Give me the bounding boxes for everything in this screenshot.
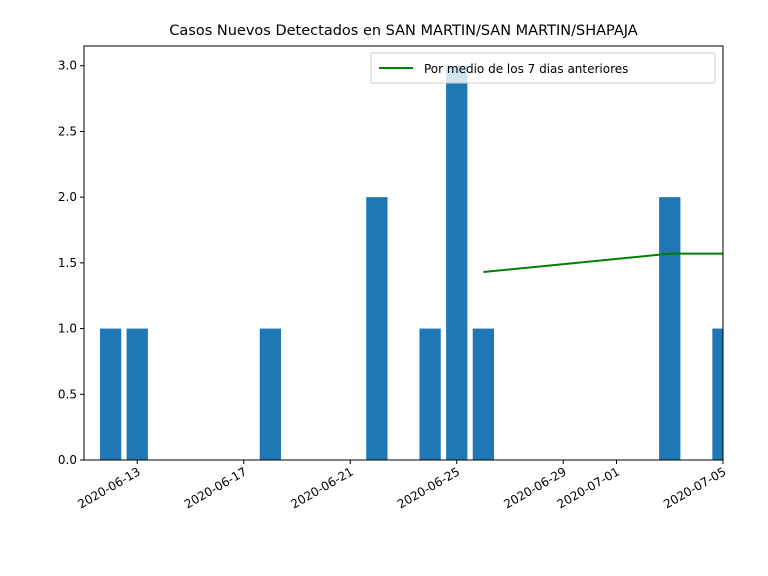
x-tick-label: 2020-06-13 bbox=[75, 464, 142, 511]
bar-2020-07-03 bbox=[659, 197, 681, 460]
average-line bbox=[483, 252, 723, 274]
y-tick-label: 1.5 bbox=[58, 256, 77, 270]
y-tick-label: 0.0 bbox=[58, 453, 77, 467]
bar-2020-06-12 bbox=[99, 328, 122, 460]
legend-label-average: Por medio de los 7 dias anteriores bbox=[424, 62, 628, 76]
y-tick-label: 1.0 bbox=[58, 322, 77, 336]
chart-title: Casos Nuevos Detectados en SAN MARTIN/SA… bbox=[169, 23, 637, 39]
bar-2020-06-26 bbox=[472, 328, 495, 460]
bar-2020-06-24 bbox=[419, 328, 441, 460]
x-tick-label: 2020-06-21 bbox=[288, 464, 355, 511]
bar-2020-06-22 bbox=[366, 197, 388, 460]
bar-2020-06-13 bbox=[126, 328, 148, 460]
legend-box bbox=[370, 52, 716, 84]
y-axis: 0.0 0.5 1.0 1.5 2.0 2.5 3.0 bbox=[58, 59, 84, 467]
bar-2020-07-05 bbox=[712, 328, 723, 460]
y-tick-label: 2.0 bbox=[58, 190, 77, 204]
bar-2020-06-18 bbox=[259, 328, 282, 460]
legend: Por medio de los 7 dias anteriores bbox=[370, 52, 716, 84]
y-tick-label: 0.5 bbox=[58, 387, 77, 401]
bars-group bbox=[99, 65, 723, 460]
x-axis: 2020-06-13 2020-06-17 2020-06-21 2020-06-25… bbox=[75, 460, 729, 511]
x-tick-label: 2020-06-25 bbox=[395, 464, 462, 511]
x-tick-label: 2020-06-17 bbox=[182, 464, 249, 511]
y-tick-label: 3.0 bbox=[58, 59, 77, 73]
y-tick-label: 2.5 bbox=[58, 124, 77, 138]
average-line-group bbox=[483, 252, 723, 274]
bar-2020-06-25 bbox=[446, 65, 468, 460]
axes-frame bbox=[83, 45, 724, 461]
x-tick-label: 2020-07-05 bbox=[661, 464, 728, 511]
